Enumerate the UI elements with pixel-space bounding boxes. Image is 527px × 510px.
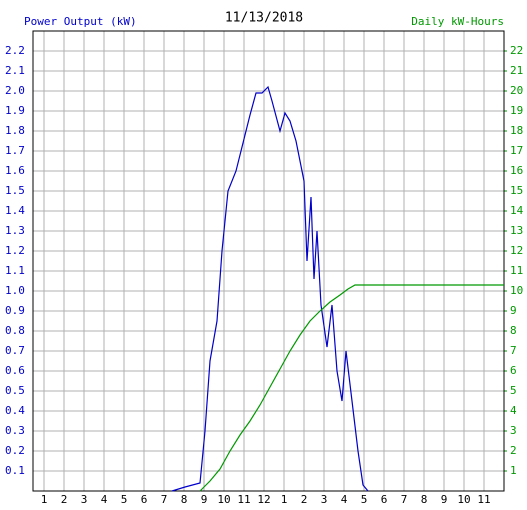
y-tick-label: 2.0 <box>5 84 25 97</box>
y-tick-label: 0.5 <box>5 384 25 397</box>
y2-tick-label: 8 <box>510 324 517 337</box>
y2-tick-label: 19 <box>510 104 523 117</box>
y2-tick-label: 13 <box>510 224 523 237</box>
x-tick-label: 5 <box>121 493 128 506</box>
y2-tick-label: 18 <box>510 124 523 137</box>
y2-tick-label: 12 <box>510 244 523 257</box>
y-tick-label: 0.6 <box>5 364 25 377</box>
x-tick-label: 2 <box>61 493 68 506</box>
y-tick-label: 1.1 <box>5 264 25 277</box>
y2-tick-label: 16 <box>510 164 523 177</box>
x-tick-label: 2 <box>301 493 308 506</box>
y2-tick-label: 21 <box>510 64 523 77</box>
y-tick-label: 2.1 <box>5 64 25 77</box>
x-tick-label: 8 <box>421 493 428 506</box>
line <box>171 85 369 492</box>
x-tick-label: 9 <box>201 493 208 506</box>
x-tick-label: 10 <box>217 493 230 506</box>
y2-tick-label: 17 <box>510 144 523 157</box>
y2-tick-label: 6 <box>510 364 517 377</box>
y-tick-label: 1.4 <box>5 204 25 217</box>
y-tick-label: 1.2 <box>5 244 25 257</box>
x-tick-label: 8 <box>181 493 188 506</box>
y-tick-label: 1.3 <box>5 224 25 237</box>
y2-tick-label: 22 <box>510 44 523 57</box>
y-tick-label: 1.8 <box>5 124 25 137</box>
y-tick-label: 1.6 <box>5 164 25 177</box>
x-tick-label: 7 <box>401 493 408 506</box>
x-tick-label: 9 <box>441 493 448 506</box>
x-tick-label: 3 <box>81 493 88 506</box>
x-tick-label: 12 <box>257 493 270 506</box>
y-tick-label: 1.5 <box>5 184 25 197</box>
x-tick-label: 10 <box>457 493 470 506</box>
y-tick-label: 0.7 <box>5 344 25 357</box>
y2-tick-label: 11 <box>510 264 523 277</box>
chart-title: 11/13/2018 <box>225 11 303 26</box>
y2-tick-label: 15 <box>510 184 523 197</box>
y2-tick-label: 20 <box>510 84 523 97</box>
line <box>199 284 504 492</box>
y2-tick-label: 4 <box>510 404 517 417</box>
x-tick-label: 1 <box>281 493 288 506</box>
y-tick-label: 0.4 <box>5 404 25 417</box>
x-tick-label: 6 <box>381 493 388 506</box>
y2-tick-label: 5 <box>510 384 517 397</box>
x-tick-label: 4 <box>341 493 348 506</box>
x-tick-label: 5 <box>361 493 368 506</box>
x-tick-label: 7 <box>161 493 168 506</box>
y-tick-label: 1.0 <box>5 284 25 297</box>
x-tick-label: 1 <box>41 493 48 506</box>
y-tick-label: 0.8 <box>5 324 25 337</box>
y-tick-label: 0.1 <box>5 464 25 477</box>
plot-border <box>32 30 505 492</box>
y2-tick-label: 10 <box>510 284 523 297</box>
x-tick-label: 6 <box>141 493 148 506</box>
x-tick-label: 11 <box>237 493 250 506</box>
x-tick-label: 11 <box>477 493 490 506</box>
y-tick-label: 1.7 <box>5 144 25 157</box>
y-tick-label: 1.9 <box>5 104 25 117</box>
y-axis-title: Power Output (kW) <box>24 15 137 28</box>
y2-tick-label: 7 <box>510 344 517 357</box>
y-tick-label: 0.9 <box>5 304 25 317</box>
y2-axis-title: Daily kW-Hours <box>411 15 504 28</box>
y-tick-label: 0.2 <box>5 444 25 457</box>
x-tick-label: 4 <box>101 493 108 506</box>
x-tick-label: 3 <box>321 493 328 506</box>
y2-tick-label: 2 <box>510 444 517 457</box>
y-tick-label: 0.3 <box>5 424 25 437</box>
y-tick-label: 2.2 <box>5 44 25 57</box>
y2-tick-label: 14 <box>510 204 524 217</box>
y2-tick-label: 1 <box>510 464 517 477</box>
y2-tick-label: 9 <box>510 304 517 317</box>
y2-tick-label: 3 <box>510 424 517 437</box>
